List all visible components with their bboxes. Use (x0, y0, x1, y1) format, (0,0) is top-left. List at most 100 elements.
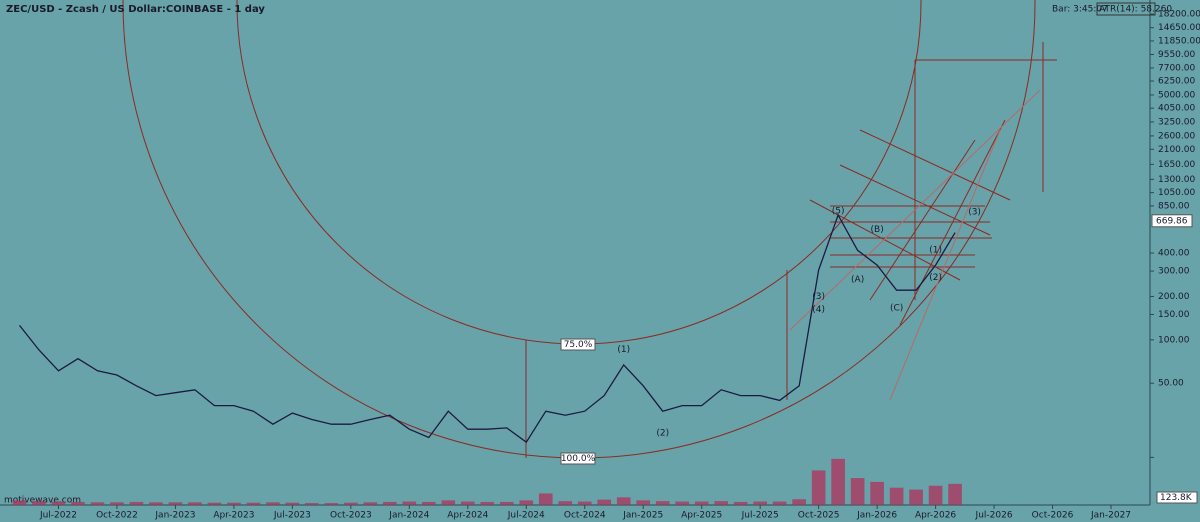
volume-bar (792, 499, 806, 505)
volume-bar (324, 503, 339, 505)
x-tick-label: Jul-2022 (39, 511, 77, 521)
volume-bar (149, 502, 163, 505)
volume-bar (129, 501, 144, 505)
volume-bar (811, 470, 826, 505)
x-tick-label: Jul-2023 (273, 511, 311, 521)
indicator: ATR(14): 58.260 (1099, 5, 1172, 15)
guide-line (889, 129, 1001, 401)
volume-bar (227, 502, 241, 505)
wave-label: (3) (812, 292, 825, 302)
volume-bar (12, 500, 27, 505)
volume-bar (597, 499, 612, 505)
y-tick-label: 5000.00 (1158, 90, 1195, 100)
volume-bar (889, 487, 904, 505)
volume-bar (480, 501, 495, 505)
y-tick-label: 1650.00 (1158, 160, 1195, 170)
volume-bar (32, 501, 46, 505)
volume-bar (51, 501, 66, 505)
y-tick-label: 850.00 (1158, 201, 1190, 211)
y-tick-label: 14650.00 (1158, 23, 1200, 33)
volume-bar (499, 501, 514, 505)
wave-label: (3) (968, 207, 981, 217)
y-tick-label: 18200.00 (1158, 10, 1200, 20)
x-tick-label: Jan-2026 (856, 511, 897, 521)
price-line (18, 213, 956, 444)
y-tick-label: 150.00 (1158, 310, 1190, 320)
y-tick-label: 3250.00 (1158, 117, 1195, 127)
volume-bar (675, 501, 690, 505)
bar-timer: Bar: 3:45:07 (1052, 5, 1108, 15)
volume-bar (402, 501, 417, 505)
y-tick-label: 2600.00 (1158, 131, 1195, 141)
wave-label: (C) (890, 304, 903, 314)
drawing-tools (122, 0, 1057, 459)
x-tick-label: Apr-2026 (915, 511, 956, 521)
x-tick-label: Apr-2024 (447, 511, 488, 521)
last-price-box (1151, 214, 1193, 228)
volume-bar (421, 501, 436, 505)
volume-bar (577, 501, 592, 505)
volume-bar (831, 458, 845, 505)
guide-line (899, 119, 1006, 326)
last-price-label: 669.86 (1156, 216, 1188, 226)
volume-bar (850, 478, 865, 505)
x-tick-label: Jan-2023 (154, 511, 195, 521)
x-tick-label: Jul-2026 (975, 511, 1013, 521)
volume-bar (694, 501, 709, 505)
volume-bar (90, 502, 105, 505)
x-tick-label: Oct-2023 (330, 511, 372, 521)
level-box (560, 338, 596, 351)
wave-label: (1) (929, 246, 942, 256)
volume-bar (636, 500, 651, 505)
y-tick-label: 100.00 (1158, 335, 1190, 345)
y-tick-label: 1050.00 (1158, 188, 1195, 198)
guide-line (859, 129, 1011, 201)
volume-bar (207, 502, 222, 505)
chart-title: ZEC/USD - Zcash / US Dollar:COINBASE - 1… (6, 4, 265, 15)
wave-label: (2) (656, 429, 669, 439)
volume-tick-label: 123.8K (1160, 493, 1193, 503)
level-label: 100.0% (561, 454, 596, 464)
wave-label: (5) (832, 207, 845, 217)
y-tick-label: 6250.00 (1158, 77, 1195, 87)
volume-bar (558, 501, 573, 505)
x-tick-label: Apr-2023 (213, 511, 254, 521)
watermark: motivewave.com (4, 496, 81, 506)
volume-bar (266, 502, 280, 505)
level-label: 75.0% (564, 340, 593, 350)
wave-label: (2) (929, 273, 942, 283)
y-tick-label: 9550.00 (1158, 50, 1195, 60)
volume-bar (519, 500, 534, 505)
volume-bar (948, 483, 962, 505)
y-tick-label: 7700.00 (1158, 63, 1195, 73)
y-tick-label: 4050.00 (1158, 104, 1195, 114)
x-tick-label: Oct-2025 (798, 511, 840, 521)
volume-bar (928, 485, 943, 505)
indicator-box (1096, 2, 1156, 16)
guide-line (839, 164, 991, 236)
y-tick-label: 400.00 (1158, 249, 1190, 259)
volume-bar (188, 502, 202, 505)
x-tick-label: Jul-2025 (741, 511, 779, 521)
volume-bar (460, 501, 475, 505)
x-tick-label: Jan-2025 (622, 511, 663, 521)
y-tick-label: 50.00 (1158, 379, 1184, 389)
volume-bar (753, 501, 767, 505)
x-tick-label: Oct-2022 (96, 511, 138, 521)
wave-label: (1) (617, 345, 630, 355)
volume-bar (246, 502, 261, 505)
y-tick-label: 11850.00 (1158, 36, 1200, 46)
volume-bar (733, 501, 748, 505)
y-tick-label: 300.00 (1158, 267, 1190, 277)
volume-box (1156, 491, 1198, 504)
wave-label: (B) (871, 225, 884, 235)
x-tick-label: Oct-2024 (564, 511, 606, 521)
x-tick-label: Jan-2027 (1090, 511, 1131, 521)
volume-bar (655, 501, 670, 505)
wave-label: (A) (851, 275, 864, 285)
volume-bar (110, 502, 124, 505)
volume-bar (363, 502, 378, 505)
x-tick-label: Oct-2026 (1032, 511, 1074, 521)
volume-bar (714, 501, 729, 505)
